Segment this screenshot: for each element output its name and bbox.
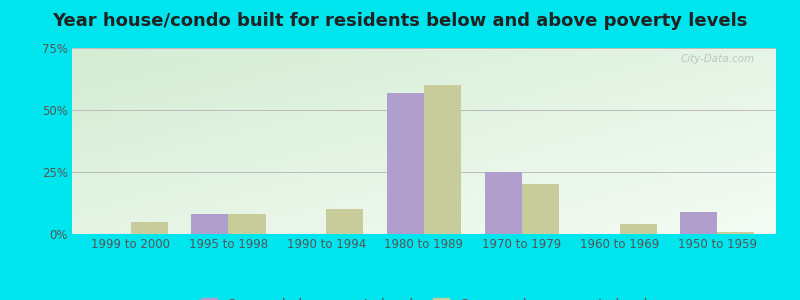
- Bar: [387, 93, 424, 234]
- Bar: [424, 85, 461, 234]
- Text: City-Data.com: City-Data.com: [681, 54, 755, 64]
- Legend: Owners below poverty level, Owners above poverty level: Owners below poverty level, Owners above…: [196, 293, 652, 300]
- Bar: [130, 222, 168, 234]
- Bar: [326, 209, 363, 234]
- Bar: [718, 232, 754, 234]
- Bar: [619, 224, 657, 234]
- Bar: [522, 184, 559, 234]
- Bar: [680, 212, 718, 234]
- Bar: [229, 214, 266, 234]
- Text: Year house/condo built for residents below and above poverty levels: Year house/condo built for residents bel…: [52, 12, 748, 30]
- Bar: [191, 214, 229, 234]
- Bar: [485, 172, 522, 234]
